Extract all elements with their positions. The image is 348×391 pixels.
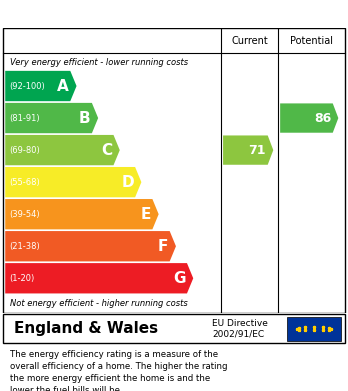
Text: F: F bbox=[158, 239, 168, 254]
Text: Current: Current bbox=[231, 36, 268, 46]
Bar bbox=[287, 317, 341, 341]
Text: C: C bbox=[101, 143, 112, 158]
Text: D: D bbox=[121, 175, 134, 190]
Polygon shape bbox=[223, 135, 273, 165]
Text: (69-80): (69-80) bbox=[9, 145, 40, 154]
Text: (1-20): (1-20) bbox=[9, 274, 35, 283]
Polygon shape bbox=[5, 71, 77, 101]
Text: 86: 86 bbox=[314, 111, 331, 125]
Text: A: A bbox=[57, 79, 69, 93]
Polygon shape bbox=[5, 231, 176, 262]
Polygon shape bbox=[5, 263, 193, 293]
Polygon shape bbox=[280, 103, 338, 133]
Text: 71: 71 bbox=[248, 143, 266, 157]
Text: G: G bbox=[173, 271, 186, 286]
Text: (55-68): (55-68) bbox=[9, 178, 40, 187]
Text: EU Directive
2002/91/EC: EU Directive 2002/91/EC bbox=[212, 319, 268, 339]
Text: (39-54): (39-54) bbox=[9, 210, 40, 219]
Text: Potential: Potential bbox=[290, 36, 333, 46]
Polygon shape bbox=[5, 135, 120, 165]
Text: (21-38): (21-38) bbox=[9, 242, 40, 251]
Text: B: B bbox=[79, 111, 90, 126]
Polygon shape bbox=[5, 199, 159, 230]
Text: (92-100): (92-100) bbox=[9, 81, 45, 91]
Polygon shape bbox=[5, 167, 141, 197]
Text: England & Wales: England & Wales bbox=[14, 321, 158, 336]
Text: (81-91): (81-91) bbox=[9, 113, 40, 122]
Polygon shape bbox=[5, 103, 98, 133]
Text: E: E bbox=[141, 207, 151, 222]
Text: The energy efficiency rating is a measure of the
overall efficiency of a home. T: The energy efficiency rating is a measur… bbox=[10, 350, 228, 391]
Text: Very energy efficient - lower running costs: Very energy efficient - lower running co… bbox=[10, 57, 189, 66]
Text: Energy Efficiency Rating: Energy Efficiency Rating bbox=[9, 5, 238, 23]
Text: Not energy efficient - higher running costs: Not energy efficient - higher running co… bbox=[10, 300, 188, 308]
